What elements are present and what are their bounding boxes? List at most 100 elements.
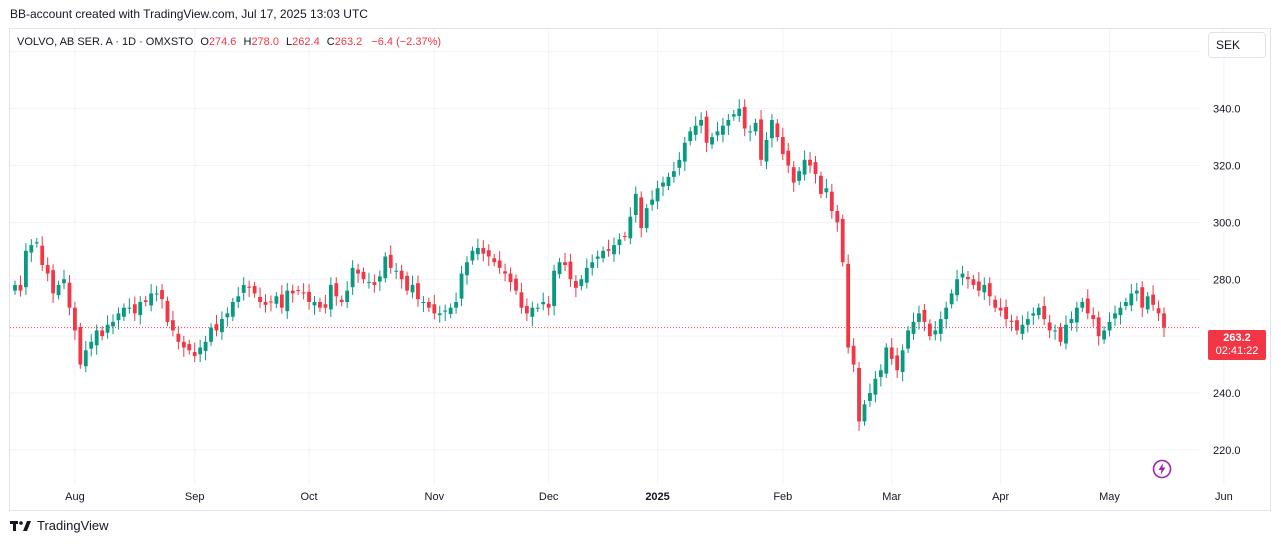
candle [753,118,758,136]
candle [165,296,170,327]
candle [290,284,295,303]
candle-body [149,293,154,306]
candle [764,132,769,170]
candle-body [40,245,45,266]
lightning-icon[interactable] [1152,459,1172,479]
candle-body [83,350,88,367]
candle-body [1053,330,1057,332]
candle-body [176,333,181,342]
candle-body [889,347,894,359]
candle [138,296,143,325]
candle [45,257,50,282]
candle [661,176,665,196]
candle [759,110,763,166]
open-label: O [200,36,209,48]
candle [1058,322,1063,347]
candle [176,326,181,350]
candle-body [470,250,475,261]
candles [13,99,1166,431]
candle-body [541,302,546,305]
candle-body [1064,324,1068,344]
candle [639,191,644,238]
candle [203,335,208,361]
candle [1091,307,1096,327]
candle [508,267,513,292]
x-tick-label: Apr [992,491,1009,503]
candle [514,274,518,295]
candle [127,298,132,314]
candle [780,127,785,161]
high-label: H [243,36,252,48]
candle-body [595,256,600,259]
candle-body [78,327,83,365]
candle-body [399,270,404,280]
candle [917,305,921,330]
candle-body [829,191,834,211]
candle [269,295,273,312]
candle-body [993,299,998,308]
candle-body [13,284,17,291]
candle [906,326,910,353]
candle-body [835,211,840,223]
candle [938,311,943,342]
candle-body [62,279,66,284]
candle [361,267,366,284]
candle-body [465,262,469,276]
candle [802,150,807,181]
candle [13,280,17,295]
candle-body [900,350,905,372]
candle-body [51,270,56,294]
chart-frame [9,28,1271,511]
candle-body [704,116,709,143]
candle [181,335,186,357]
bar-countdown: 02:41:22 [1215,345,1259,357]
candle [933,321,938,341]
candle-body [971,279,976,285]
candle [840,214,845,267]
candle-body [116,313,121,321]
candle [160,284,164,309]
candle-body [367,282,371,284]
candle [770,114,774,148]
candle-body [786,150,791,166]
candle [622,231,627,241]
candle [122,303,126,322]
candle-body [437,313,442,316]
candle [682,136,687,171]
currency-selector[interactable]: SEK [1208,32,1266,58]
candle-body [361,271,366,280]
candle-body [884,347,889,374]
candle-body [334,283,339,297]
candle-body [857,367,861,422]
candle [1047,314,1052,339]
candle-body [938,319,943,334]
candle [328,277,333,318]
candle-body [1069,319,1074,324]
candle-body [323,304,328,308]
x-tick-label: Sep [185,491,205,503]
candle-body [813,162,818,175]
candle-body [220,319,224,333]
candle [1156,300,1161,322]
candle-body [579,279,584,287]
candle [236,286,241,308]
candle-body [1102,330,1107,340]
candle [748,125,753,142]
candle-body [1042,305,1047,320]
candle [187,339,192,355]
candle [873,371,878,403]
candle [454,292,458,314]
candle-body [143,300,148,302]
candle-body [622,236,627,238]
candle-body [1107,321,1112,331]
candle [105,315,110,339]
candle [628,207,633,245]
candle-body [356,269,360,274]
candle [432,294,437,320]
candle-body [759,119,763,160]
candle-body [301,292,306,294]
change-value: −6.4 (−2.37%) [371,36,442,48]
candle-body [258,296,262,302]
